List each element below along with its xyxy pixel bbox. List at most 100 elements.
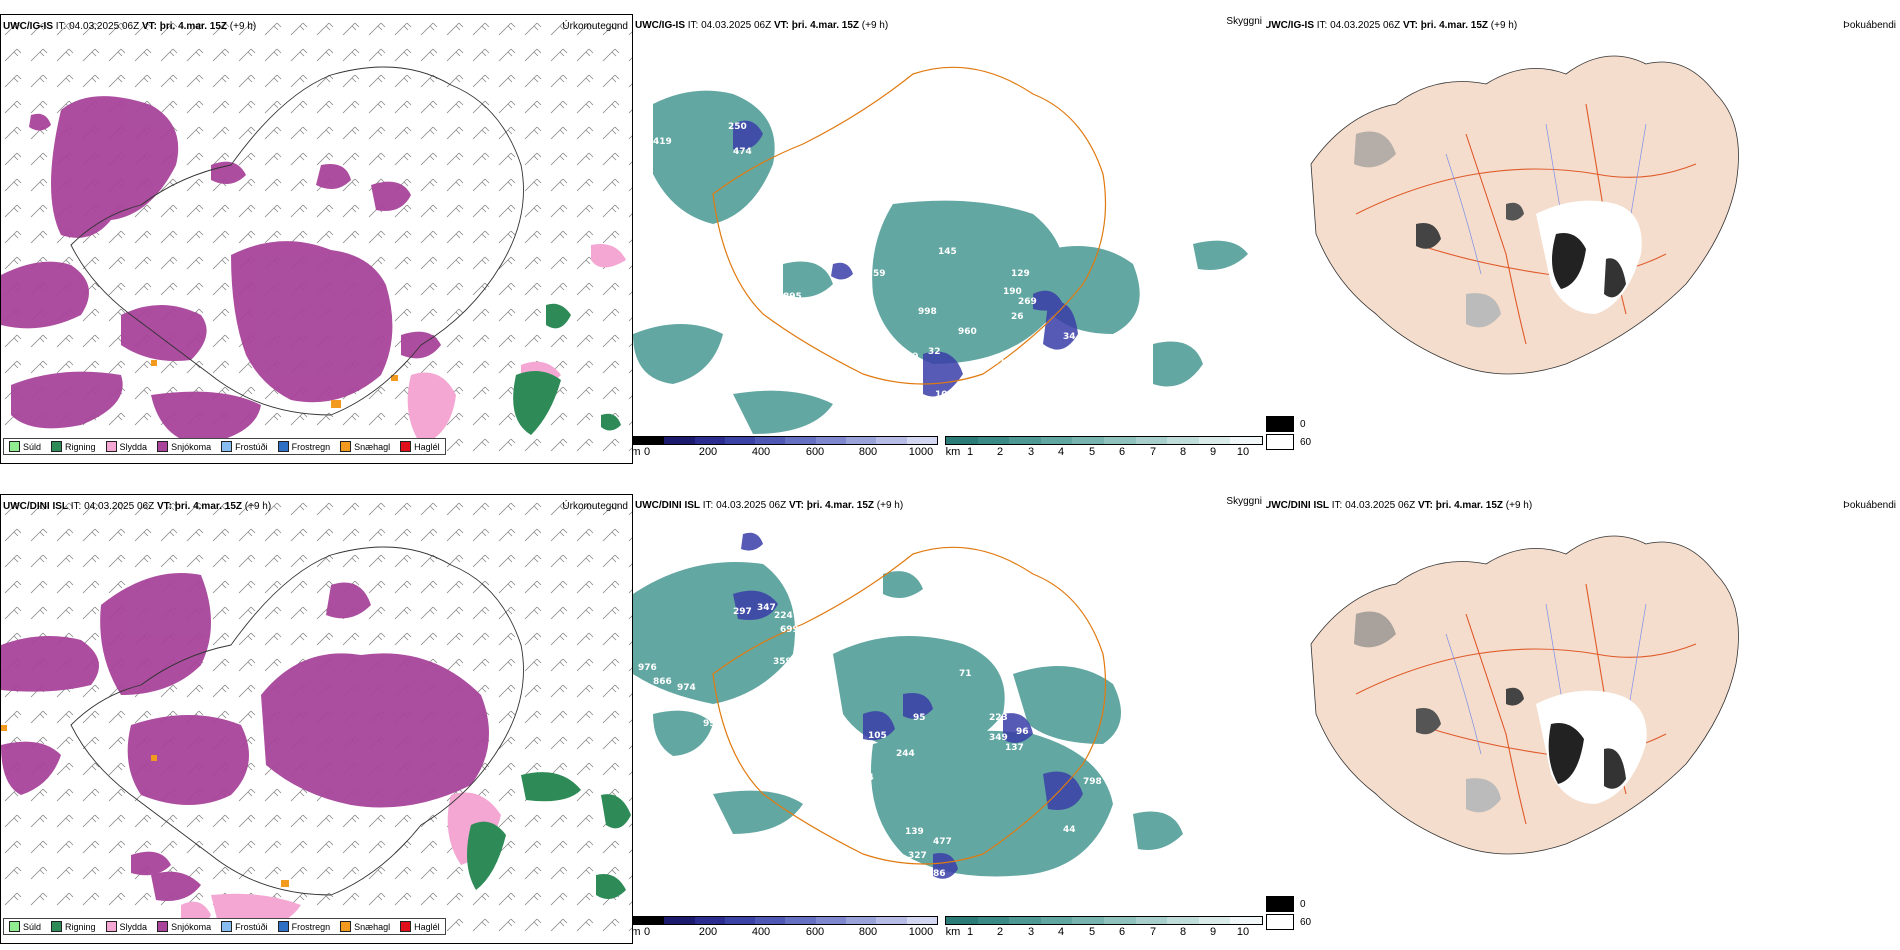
height-label: 798 — [1083, 777, 1102, 787]
legend-item: Frostúði — [221, 921, 268, 932]
low-cloud-base-areas-1 — [733, 120, 1078, 397]
height-label: 49 — [906, 352, 919, 362]
height-label: 105 — [868, 731, 887, 741]
colorbar-gradient — [633, 436, 938, 445]
fog-map-1 — [1310, 55, 1739, 375]
snow-areas-2 — [1, 573, 489, 901]
precip-map-1 — [1, 15, 632, 463]
legend-swatch — [277, 921, 289, 932]
precip-label-1: Úrkomutegund — [562, 21, 628, 32]
legend-item: Haglél — [400, 921, 440, 932]
colorbar-tick: 6 — [1118, 446, 1126, 458]
iceland-roads-outline-2 — [712, 546, 1107, 865]
it-value: 04.03.2025 06Z — [1330, 20, 1401, 31]
fog-legend-swatch — [1266, 434, 1294, 450]
vt-value: þri. 4.mar. 15Z — [791, 20, 860, 31]
legend-swatch — [9, 921, 20, 932]
precip-legend-2: Súld Rigning Slydda Snjókoma Frostúði Fr… — [3, 918, 446, 935]
fog-areas-2 — [1354, 611, 1647, 813]
height-label: 998 — [918, 307, 937, 317]
it-value: 04.03.2025 06Z — [84, 501, 155, 512]
colorbar-tick: 5 — [1088, 446, 1096, 458]
lead-time: (+9 h) — [861, 20, 889, 31]
colorbar-tick: 1000 — [908, 446, 934, 458]
height-label: 916 — [993, 357, 1012, 367]
legend-label: Frostregn — [291, 921, 331, 932]
height-label: 699 — [780, 625, 799, 635]
height-label: 44 — [1063, 825, 1076, 835]
height-label: 244 — [896, 749, 915, 759]
vt-value: þri. 4.mar. 15Z — [1420, 20, 1489, 31]
it-label: IT: — [687, 20, 699, 31]
visibility-colorbar-2: km 1 2 3 4 5 6 7 8 9 10 — [945, 916, 1263, 939]
legend-swatch — [340, 441, 352, 452]
legend-item: Súld — [9, 441, 41, 452]
vt-label: VT: — [156, 501, 172, 512]
height-label: 960 — [958, 327, 977, 337]
vt-value: þri. 4.mar. 15Z — [1435, 500, 1504, 511]
height-label: 250 — [728, 122, 747, 132]
colorbar-tick: 200 — [698, 446, 718, 458]
colorbar-tick: 5 — [1088, 926, 1096, 938]
height-label: 34 — [1063, 332, 1076, 342]
legend-swatch — [51, 921, 63, 932]
lead-time: (+9 h) — [244, 501, 272, 512]
legend-label: Snjókoma — [171, 441, 212, 452]
legend-swatch — [157, 921, 169, 932]
legend-label: Snæhagl — [354, 441, 391, 452]
legend-swatch — [400, 441, 412, 452]
colorbar-unit: m — [633, 446, 641, 458]
legend-swatch — [51, 441, 63, 452]
fog-legend-item: 60 — [1266, 434, 1311, 450]
colorbar-tick: 1 — [966, 446, 974, 458]
legend-swatch — [277, 441, 289, 452]
legend-item: Snjókoma — [157, 441, 211, 452]
colorbar-tick: 7 — [1149, 446, 1157, 458]
lead-time: (+9 h) — [1490, 20, 1518, 31]
legend-label: Frostúði — [235, 921, 268, 932]
iceland-land-2 — [1310, 535, 1739, 855]
legend-item: Súld — [9, 921, 41, 932]
fog-legend-item: 0 — [1266, 416, 1311, 432]
colorbar-tick: 7 — [1149, 926, 1157, 938]
colorbar-tick: 2 — [996, 926, 1004, 938]
vt-value: þri. 4.mar. 15Z — [174, 501, 243, 512]
height-label: 297 — [733, 607, 752, 617]
legend-item: Slydda — [105, 441, 147, 452]
height-label: 137 — [1005, 743, 1024, 753]
colorbar-tick: 3 — [1027, 926, 1035, 938]
colorbar-tick: 1000 — [908, 926, 934, 938]
legend-label: Frostúði — [235, 441, 268, 452]
legend-swatch — [340, 921, 352, 932]
cloud-base-height-labels-1: 419 250 474 862 88 59 895 145 129 190 26… — [638, 122, 1082, 410]
height-label: 477 — [933, 837, 952, 847]
colorbar-tick: 8 — [1179, 446, 1187, 458]
colorbar-unit: km — [945, 926, 961, 938]
cloud-height-colorbar-2: m 0 200 400 600 800 1000 — [633, 916, 938, 939]
visibility-panel-2: 297 347 224 699 359 976 866 974 99 699 5… — [633, 494, 1266, 944]
vt-label: VT: — [788, 500, 804, 511]
height-label: 355 — [851, 757, 870, 767]
panel-title-2a: UWC/DINI ISL IT: 04.03.2025 06Z VT: þri.… — [3, 501, 271, 512]
legend-label: Snjókoma — [171, 921, 212, 932]
fog-label-2: Þokuábendi — [1843, 500, 1896, 511]
legend-label: Haglél — [414, 441, 440, 452]
colorbar-unit: km — [945, 446, 961, 458]
panel-title-2c: UWC/DINI ISL IT: 04.03.2025 06Z VT: þri.… — [1266, 500, 1532, 511]
iceland-roads-outline-1 — [712, 66, 1107, 385]
visibility-colorbar-1: km 1 2 3 4 5 6 7 8 9 10 — [945, 436, 1263, 459]
height-label: 895 — [783, 292, 802, 302]
height-label: 95 — [913, 713, 926, 723]
colorbar-tick: 800 — [858, 446, 878, 458]
legend-item: Rigning — [51, 921, 96, 932]
legend-label: Haglél — [414, 921, 440, 932]
height-label: 99 — [703, 719, 716, 729]
fog-legend-label: 0 — [1300, 898, 1306, 910]
colorbar-tick: 6 — [1118, 926, 1126, 938]
colorbar-ticks: m 0 200 400 600 800 1000 — [633, 925, 938, 939]
precip-type-panel-2: UWC/DINI ISL IT: 04.03.2025 06Z VT: þri.… — [0, 494, 633, 944]
it-label: IT: — [55, 21, 67, 32]
precip-type-panel-1: UWC/IG-IS IT: 04.03.2025 06Z VT: þri. 4.… — [0, 14, 633, 464]
cloud-height-colorbar-1: m 0 200 400 600 800 1000 — [633, 436, 938, 459]
height-label: 359 — [773, 657, 792, 667]
